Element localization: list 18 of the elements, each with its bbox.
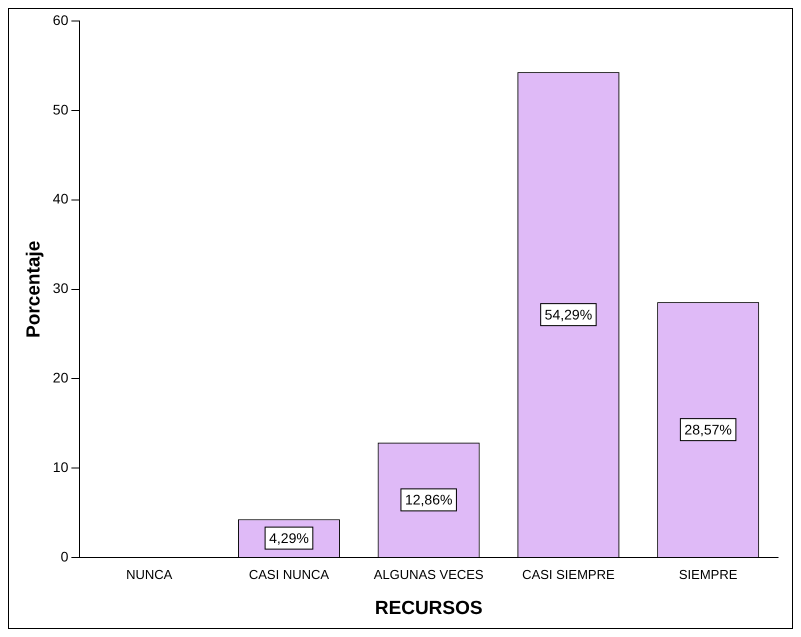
y-tick-label: 60 bbox=[52, 12, 69, 28]
x-tick-label: ALGUNAS VECES bbox=[374, 566, 484, 582]
x-tick-label: NUNCA bbox=[126, 566, 173, 582]
y-tick-label: 20 bbox=[52, 370, 69, 386]
data-label: 4,29% bbox=[269, 530, 309, 546]
data-label: 12,86% bbox=[404, 492, 452, 508]
y-tick-label: 10 bbox=[52, 459, 69, 476]
y-tick-label: 40 bbox=[52, 190, 69, 207]
x-tick-label: SIEMPRE bbox=[678, 566, 738, 582]
y-tick-label: 30 bbox=[52, 280, 69, 296]
x-tick-label: CASI NUNCA bbox=[248, 566, 330, 582]
x-tick-label: CASI SIEMPRE bbox=[522, 566, 615, 582]
y-tick-label: 0 bbox=[60, 548, 69, 564]
y-axis-title: Porcentaje bbox=[24, 240, 45, 338]
y-tick-label: 50 bbox=[52, 101, 69, 118]
data-label: 54,29% bbox=[544, 306, 592, 322]
data-label: 28,57% bbox=[684, 421, 732, 438]
x-axis-title: RECURSOS bbox=[374, 598, 483, 619]
